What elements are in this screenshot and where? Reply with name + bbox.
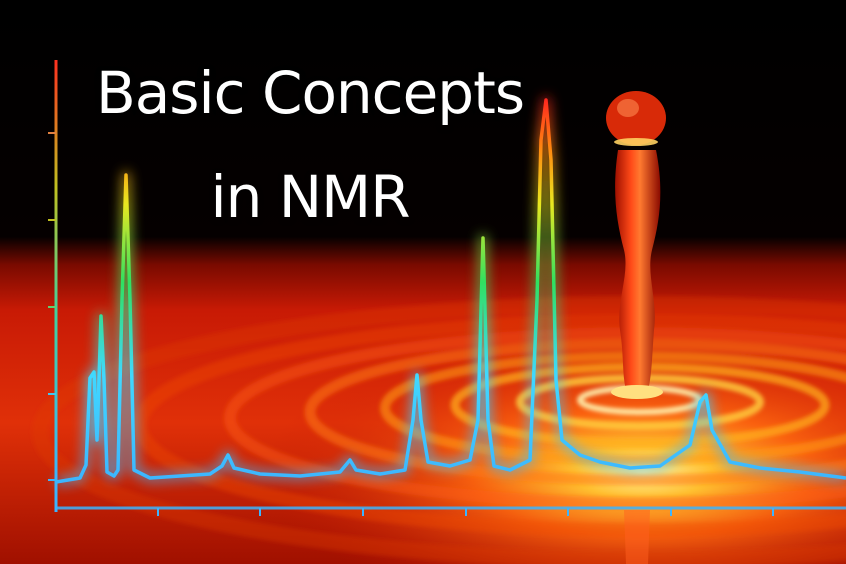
water-drop — [606, 91, 666, 564]
title-line-2: in NMR — [210, 163, 410, 231]
spectrum-axes — [48, 60, 846, 516]
nmr-spectrum — [55, 96, 846, 486]
title-line-1: Basic Concepts — [95, 59, 525, 127]
